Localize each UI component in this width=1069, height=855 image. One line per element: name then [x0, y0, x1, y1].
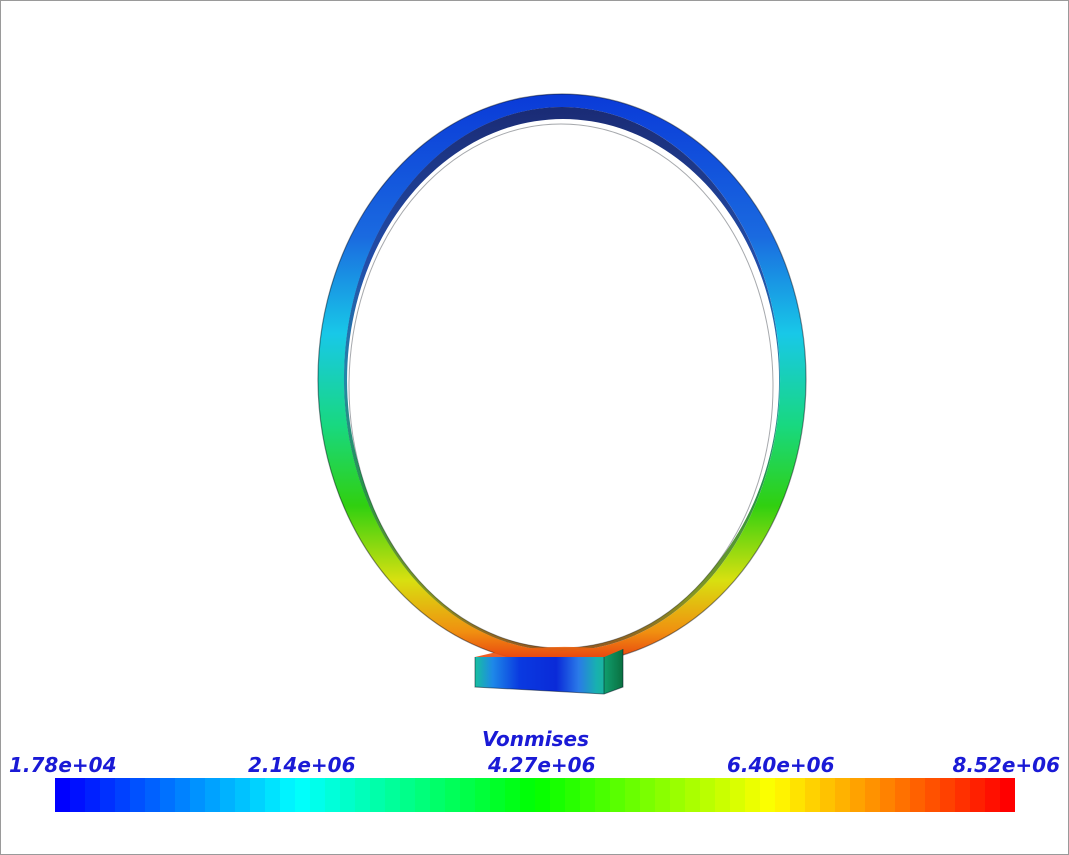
colorbar-swatch [430, 778, 445, 812]
colorbar-swatch [820, 778, 835, 812]
colorbar-swatch [535, 778, 550, 812]
colorbar-swatch [475, 778, 490, 812]
colorbar-swatch [580, 778, 595, 812]
colorbar-swatch [385, 778, 400, 812]
colorbar-swatch [280, 778, 295, 812]
colorbar-swatch [955, 778, 970, 812]
colorbar-swatch [715, 778, 730, 812]
colorbar-swatch [760, 778, 775, 812]
colorbar-swatch [325, 778, 340, 812]
colorbar-swatch [100, 778, 115, 812]
colorbar-swatch [610, 778, 625, 812]
colorbar-swatch [70, 778, 85, 812]
colorbar-swatch [790, 778, 805, 812]
colorbar-swatch [985, 778, 1000, 812]
colorbar-swatch [130, 778, 145, 812]
colorbar-swatch [880, 778, 895, 812]
colorbar-swatch [175, 778, 190, 812]
colorbar-swatch [310, 778, 325, 812]
legend-title: Vonmises [481, 727, 590, 751]
colorbar-swatch [805, 778, 820, 812]
colorbar-swatch [85, 778, 100, 812]
colorbar-swatch [745, 778, 760, 812]
colorbar-swatch [115, 778, 130, 812]
colorbar-swatch [490, 778, 505, 812]
colorbar-swatch [445, 778, 460, 812]
colorbar-swatch [505, 778, 520, 812]
colorbar-swatch [220, 778, 235, 812]
legend-tick-label: 8.52e+06 [952, 753, 1061, 777]
colorbar-swatch [700, 778, 715, 812]
colorbar-swatch [835, 778, 850, 812]
legend-tick-label: 4.27e+06 [488, 753, 596, 777]
colorbar-swatch [910, 778, 925, 812]
colorbar-swatch [400, 778, 415, 812]
colorbar-swatch [235, 778, 250, 812]
colorbar-swatch [670, 778, 685, 812]
colorbar-swatch [295, 778, 310, 812]
colorbar-swatch [1000, 778, 1015, 812]
colorbar-swatch [895, 778, 910, 812]
colorbar-swatch [640, 778, 655, 812]
colorbar-swatch [415, 778, 430, 812]
colorbar-swatch [730, 778, 745, 812]
colorbar-swatch [520, 778, 535, 812]
colorbar-swatch [205, 778, 220, 812]
colorbar-swatch [970, 778, 985, 812]
legend-tick-label: 2.14e+06 [248, 753, 356, 777]
colorbar-swatch [460, 778, 475, 812]
colorbar-swatch [850, 778, 865, 812]
colorbar-swatch [865, 778, 880, 812]
colorbar-swatch [655, 778, 670, 812]
colorbar-swatch [160, 778, 175, 812]
colorbar-swatch [925, 778, 940, 812]
colorbar-swatch [340, 778, 355, 812]
colorbar-swatch [355, 778, 370, 812]
legend-tick-label: 6.40e+06 [727, 753, 835, 777]
colorbar [55, 778, 1015, 812]
colorbar-swatch [145, 778, 160, 812]
colorbar-swatch [190, 778, 205, 812]
legend-tick-label: 1.78e+04 [9, 753, 117, 777]
colorbar-swatch [370, 778, 385, 812]
colorbar-swatch [775, 778, 790, 812]
colorbar-swatch [940, 778, 955, 812]
colorbar-swatch [250, 778, 265, 812]
colorbar-swatch [565, 778, 580, 812]
colorbar-swatch [550, 778, 565, 812]
colorbar-swatch [595, 778, 610, 812]
colorbar-swatch [265, 778, 280, 812]
colorbar-swatch [625, 778, 640, 812]
colorbar-swatch [55, 778, 70, 812]
colorbar-swatch [685, 778, 700, 812]
